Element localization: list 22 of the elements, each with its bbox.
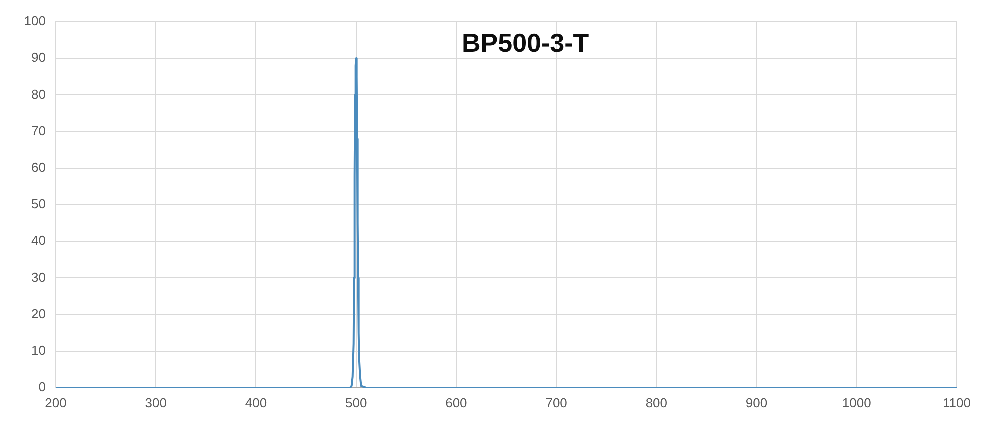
x-tick-label: 700	[546, 395, 568, 410]
y-tick-label: 30	[32, 270, 46, 285]
y-tick-label: 0	[38, 380, 46, 395]
chart-title: BP500-3-T	[462, 27, 590, 59]
y-tick-label: 50	[32, 196, 46, 212]
y-tick-label: 10	[32, 342, 46, 358]
y-tick-label: 90	[32, 50, 46, 66]
x-tick-label: 1100	[943, 395, 971, 410]
y-tick-label: 20	[32, 306, 46, 322]
x-tick-label: 600	[446, 395, 468, 410]
x-tick-label: 900	[746, 395, 768, 410]
y-tick-label: 80	[32, 86, 46, 102]
y-tick-label: 100	[24, 14, 46, 29]
x-tick-label: 400	[245, 395, 268, 410]
y-tick-label: 70	[32, 123, 46, 138]
y-tick-label: 60	[32, 160, 46, 175]
x-tick-label: 500	[345, 395, 368, 410]
x-tick-label: 800	[646, 395, 668, 410]
x-tick-label: 300	[145, 395, 167, 410]
x-tick-label: 1000	[842, 395, 872, 410]
x-tick-label: 200	[45, 395, 67, 410]
y-tick-label: 40	[32, 233, 46, 248]
